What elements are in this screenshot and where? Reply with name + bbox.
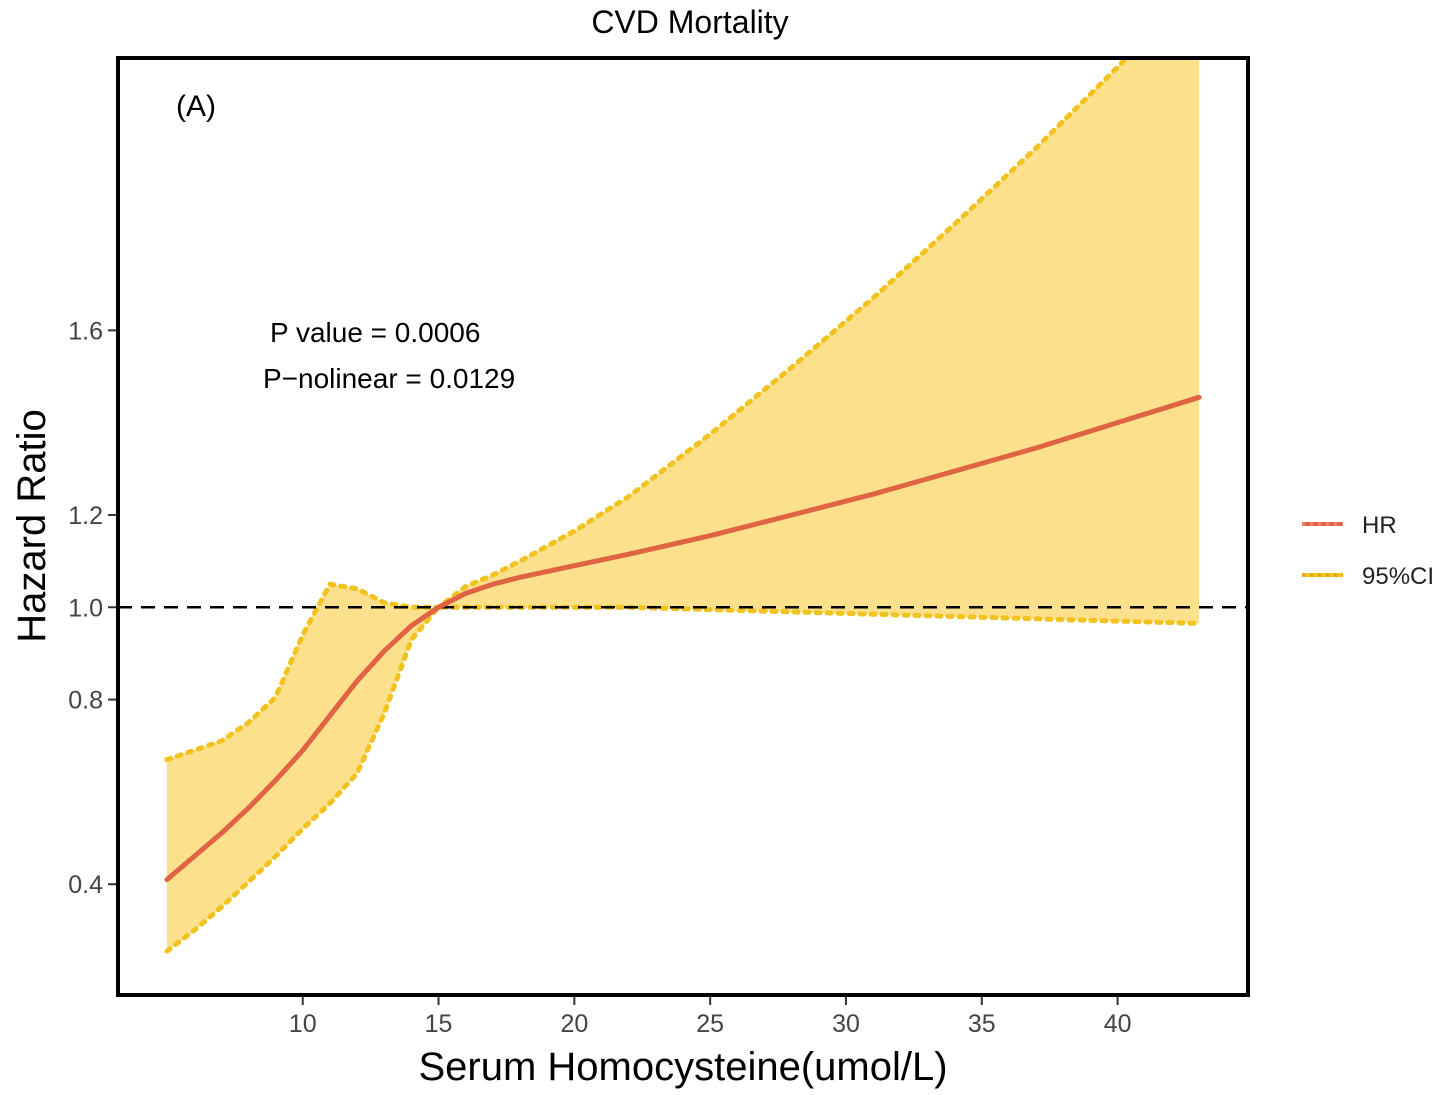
- panel-label: (A): [176, 90, 216, 123]
- x-axis: 10 15 20 25 30 35 40: [289, 997, 1132, 1038]
- legend-ci-label: 95%CI: [1362, 563, 1434, 590]
- y-tick-label: 1.2: [68, 502, 103, 530]
- p-nonlinear-annotation: P−nolinear = 0.0129: [263, 363, 515, 394]
- ci-upper-line: [164, 58, 1131, 763]
- x-tick-label: 30: [832, 1010, 860, 1038]
- x-tick-label: 20: [560, 1010, 588, 1038]
- x-tick-label: 40: [1104, 1010, 1132, 1038]
- x-tick-label: 25: [696, 1010, 724, 1038]
- y-axis-label: Hazard Ratio: [10, 409, 54, 642]
- legend: HR 95%CI: [1302, 512, 1434, 590]
- plot-frame: [116, 56, 1250, 997]
- chart-title: CVD Mortality: [591, 4, 788, 40]
- x-axis-label: Serum Homocysteine(umol/L): [418, 1045, 947, 1089]
- y-tick-label: 1.6: [68, 317, 103, 345]
- x-tick-label: 10: [289, 1010, 317, 1038]
- y-axis: 0.4 0.8 1.0 1.2 1.6: [68, 317, 116, 899]
- legend-hr-label: HR: [1362, 512, 1397, 539]
- plot-area: [118, 58, 1248, 954]
- x-tick-label: 15: [425, 1010, 453, 1038]
- hr-line: [164, 394, 1202, 883]
- y-tick-label: 0.4: [68, 871, 103, 899]
- p-value-annotation: P value = 0.0006: [270, 317, 480, 348]
- y-tick-label: 1.0: [68, 594, 103, 622]
- y-tick-label: 0.8: [68, 687, 103, 715]
- x-tick-label: 35: [968, 1010, 996, 1038]
- ci-band: [166, 58, 1200, 952]
